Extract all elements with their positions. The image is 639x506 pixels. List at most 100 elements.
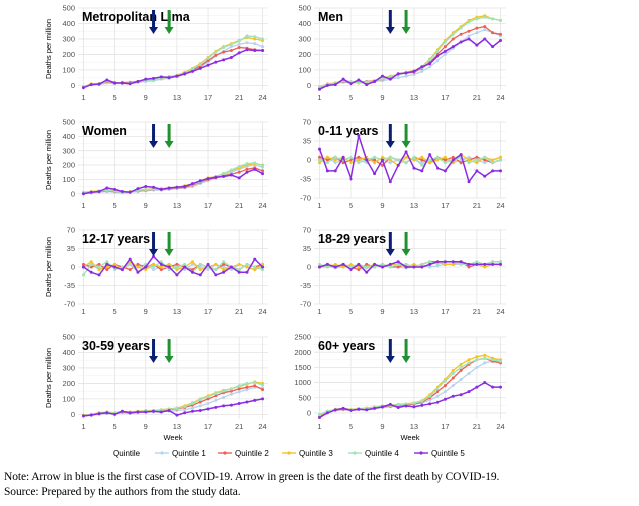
y-tick-label: 70	[67, 226, 75, 235]
data-point-quintile-3	[475, 355, 479, 359]
data-point-quintile-5	[253, 167, 257, 171]
data-point-quintile-4	[467, 20, 471, 24]
data-point-quintile-5	[325, 83, 329, 87]
data-point-quintile-2	[222, 50, 226, 54]
data-point-quintile-2	[198, 400, 202, 404]
data-point-quintile-5	[105, 186, 109, 190]
data-point-quintile-5	[81, 86, 85, 90]
data-point-quintile-3	[483, 353, 487, 357]
data-point-quintile-4	[357, 161, 361, 165]
data-point-quintile-3	[190, 260, 194, 264]
x-tick-label: 9	[144, 201, 148, 210]
x-tick-label: 9	[380, 93, 384, 102]
data-point-quintile-1	[206, 402, 210, 406]
data-point-quintile-3	[214, 262, 218, 266]
data-point-quintile-5	[128, 257, 132, 261]
data-point-quintile-4	[261, 37, 265, 41]
series-line-quintile-5	[318, 38, 502, 90]
data-point-quintile-4	[420, 262, 424, 266]
data-point-quintile-2	[136, 262, 140, 266]
data-point-quintile-5	[498, 385, 502, 389]
data-point-quintile-5	[167, 186, 171, 190]
x-tick-label: 21	[235, 422, 243, 431]
panel-6: 0 100 200 300 400 500 1 5 9 13 17 21 24 30-59 years De…	[44, 333, 268, 442]
x-tick-label: 13	[173, 201, 181, 210]
data-point-quintile-5	[349, 82, 353, 86]
data-point-quintile-4	[459, 365, 463, 369]
data-point-quintile-2	[349, 158, 353, 162]
data-point-quintile-5	[167, 265, 171, 269]
data-point-quintile-4	[491, 161, 495, 165]
data-point-quintile-4	[214, 268, 218, 272]
panel-1: 0 100 200 300 400 500 1 5 9 13 17 21 24 Men	[298, 4, 506, 102]
data-point-quintile-5	[136, 410, 140, 414]
data-point-quintile-5	[159, 75, 163, 79]
data-point-quintile-5	[128, 411, 132, 415]
data-point-quintile-5	[97, 82, 101, 86]
data-point-quintile-5	[436, 400, 440, 404]
y-tick-label: 0	[307, 409, 311, 418]
x-tick-label: 17	[204, 307, 212, 316]
data-point-quintile-4	[105, 260, 109, 264]
data-point-quintile-5	[349, 268, 353, 272]
data-point-quintile-4	[459, 262, 463, 266]
first-case-arrow	[149, 339, 159, 363]
first-case-arrow	[149, 124, 159, 148]
x-tick-label: 1	[81, 93, 85, 102]
x-tick-label: 13	[173, 93, 181, 102]
data-point-quintile-3	[318, 161, 322, 165]
data-point-quintile-5	[89, 83, 93, 87]
data-point-quintile-5	[459, 153, 463, 157]
panel-4: -70 -35 0 35 70 1 5 9 13 17 21 24 12-17 years Deaths …	[44, 226, 268, 316]
y-tick-label: 200	[298, 50, 311, 59]
data-point-quintile-4	[167, 268, 171, 272]
x-tick-label: 24	[258, 201, 266, 210]
data-point-quintile-2	[175, 262, 179, 266]
data-point-quintile-3	[341, 265, 345, 269]
data-point-quintile-5	[483, 381, 487, 385]
data-point-quintile-5	[491, 169, 495, 173]
data-point-quintile-3	[436, 158, 440, 162]
data-point-quintile-3	[428, 161, 432, 165]
data-point-quintile-3	[349, 262, 353, 266]
data-point-quintile-4	[396, 158, 400, 162]
data-point-quintile-4	[222, 260, 226, 264]
data-point-quintile-4	[467, 361, 471, 365]
plot-area	[78, 337, 268, 419]
first-case-arrow	[149, 10, 159, 34]
data-point-quintile-1	[229, 268, 233, 272]
data-point-quintile-5	[183, 185, 187, 189]
data-point-quintile-5	[245, 270, 249, 274]
x-tick-label: 9	[380, 422, 384, 431]
data-point-quintile-4	[229, 387, 233, 391]
data-point-quintile-5	[373, 79, 377, 83]
data-point-quintile-5	[229, 265, 233, 269]
data-point-quintile-2	[318, 155, 322, 159]
x-tick-label: 13	[410, 201, 418, 210]
x-tick-label: 13	[173, 422, 181, 431]
panel-title: Women	[82, 124, 127, 138]
data-point-quintile-5	[498, 262, 502, 266]
y-tick-label: 0	[307, 156, 311, 165]
data-point-quintile-3	[97, 268, 101, 272]
data-point-quintile-5	[105, 78, 109, 82]
y-tick-label: 0	[71, 263, 75, 272]
panel-title: 18-29 years	[318, 232, 386, 246]
data-point-quintile-2	[443, 45, 447, 49]
x-tick-label: 17	[204, 422, 212, 431]
legend-item-quintile-1: Quintile 1	[155, 449, 206, 458]
data-point-quintile-5	[190, 182, 194, 186]
data-point-quintile-5	[152, 254, 156, 258]
data-point-quintile-4	[388, 155, 392, 159]
data-point-quintile-4	[483, 15, 487, 19]
data-point-quintile-4	[229, 42, 233, 46]
data-point-quintile-3	[443, 155, 447, 159]
data-point-quintile-5	[318, 147, 322, 151]
data-point-quintile-2	[491, 31, 495, 35]
data-point-quintile-5	[365, 270, 369, 274]
data-point-quintile-4	[190, 67, 194, 71]
data-point-quintile-5	[357, 134, 361, 138]
x-tick-label: 17	[204, 93, 212, 102]
data-point-quintile-1	[467, 371, 471, 375]
data-point-quintile-5	[214, 405, 218, 409]
